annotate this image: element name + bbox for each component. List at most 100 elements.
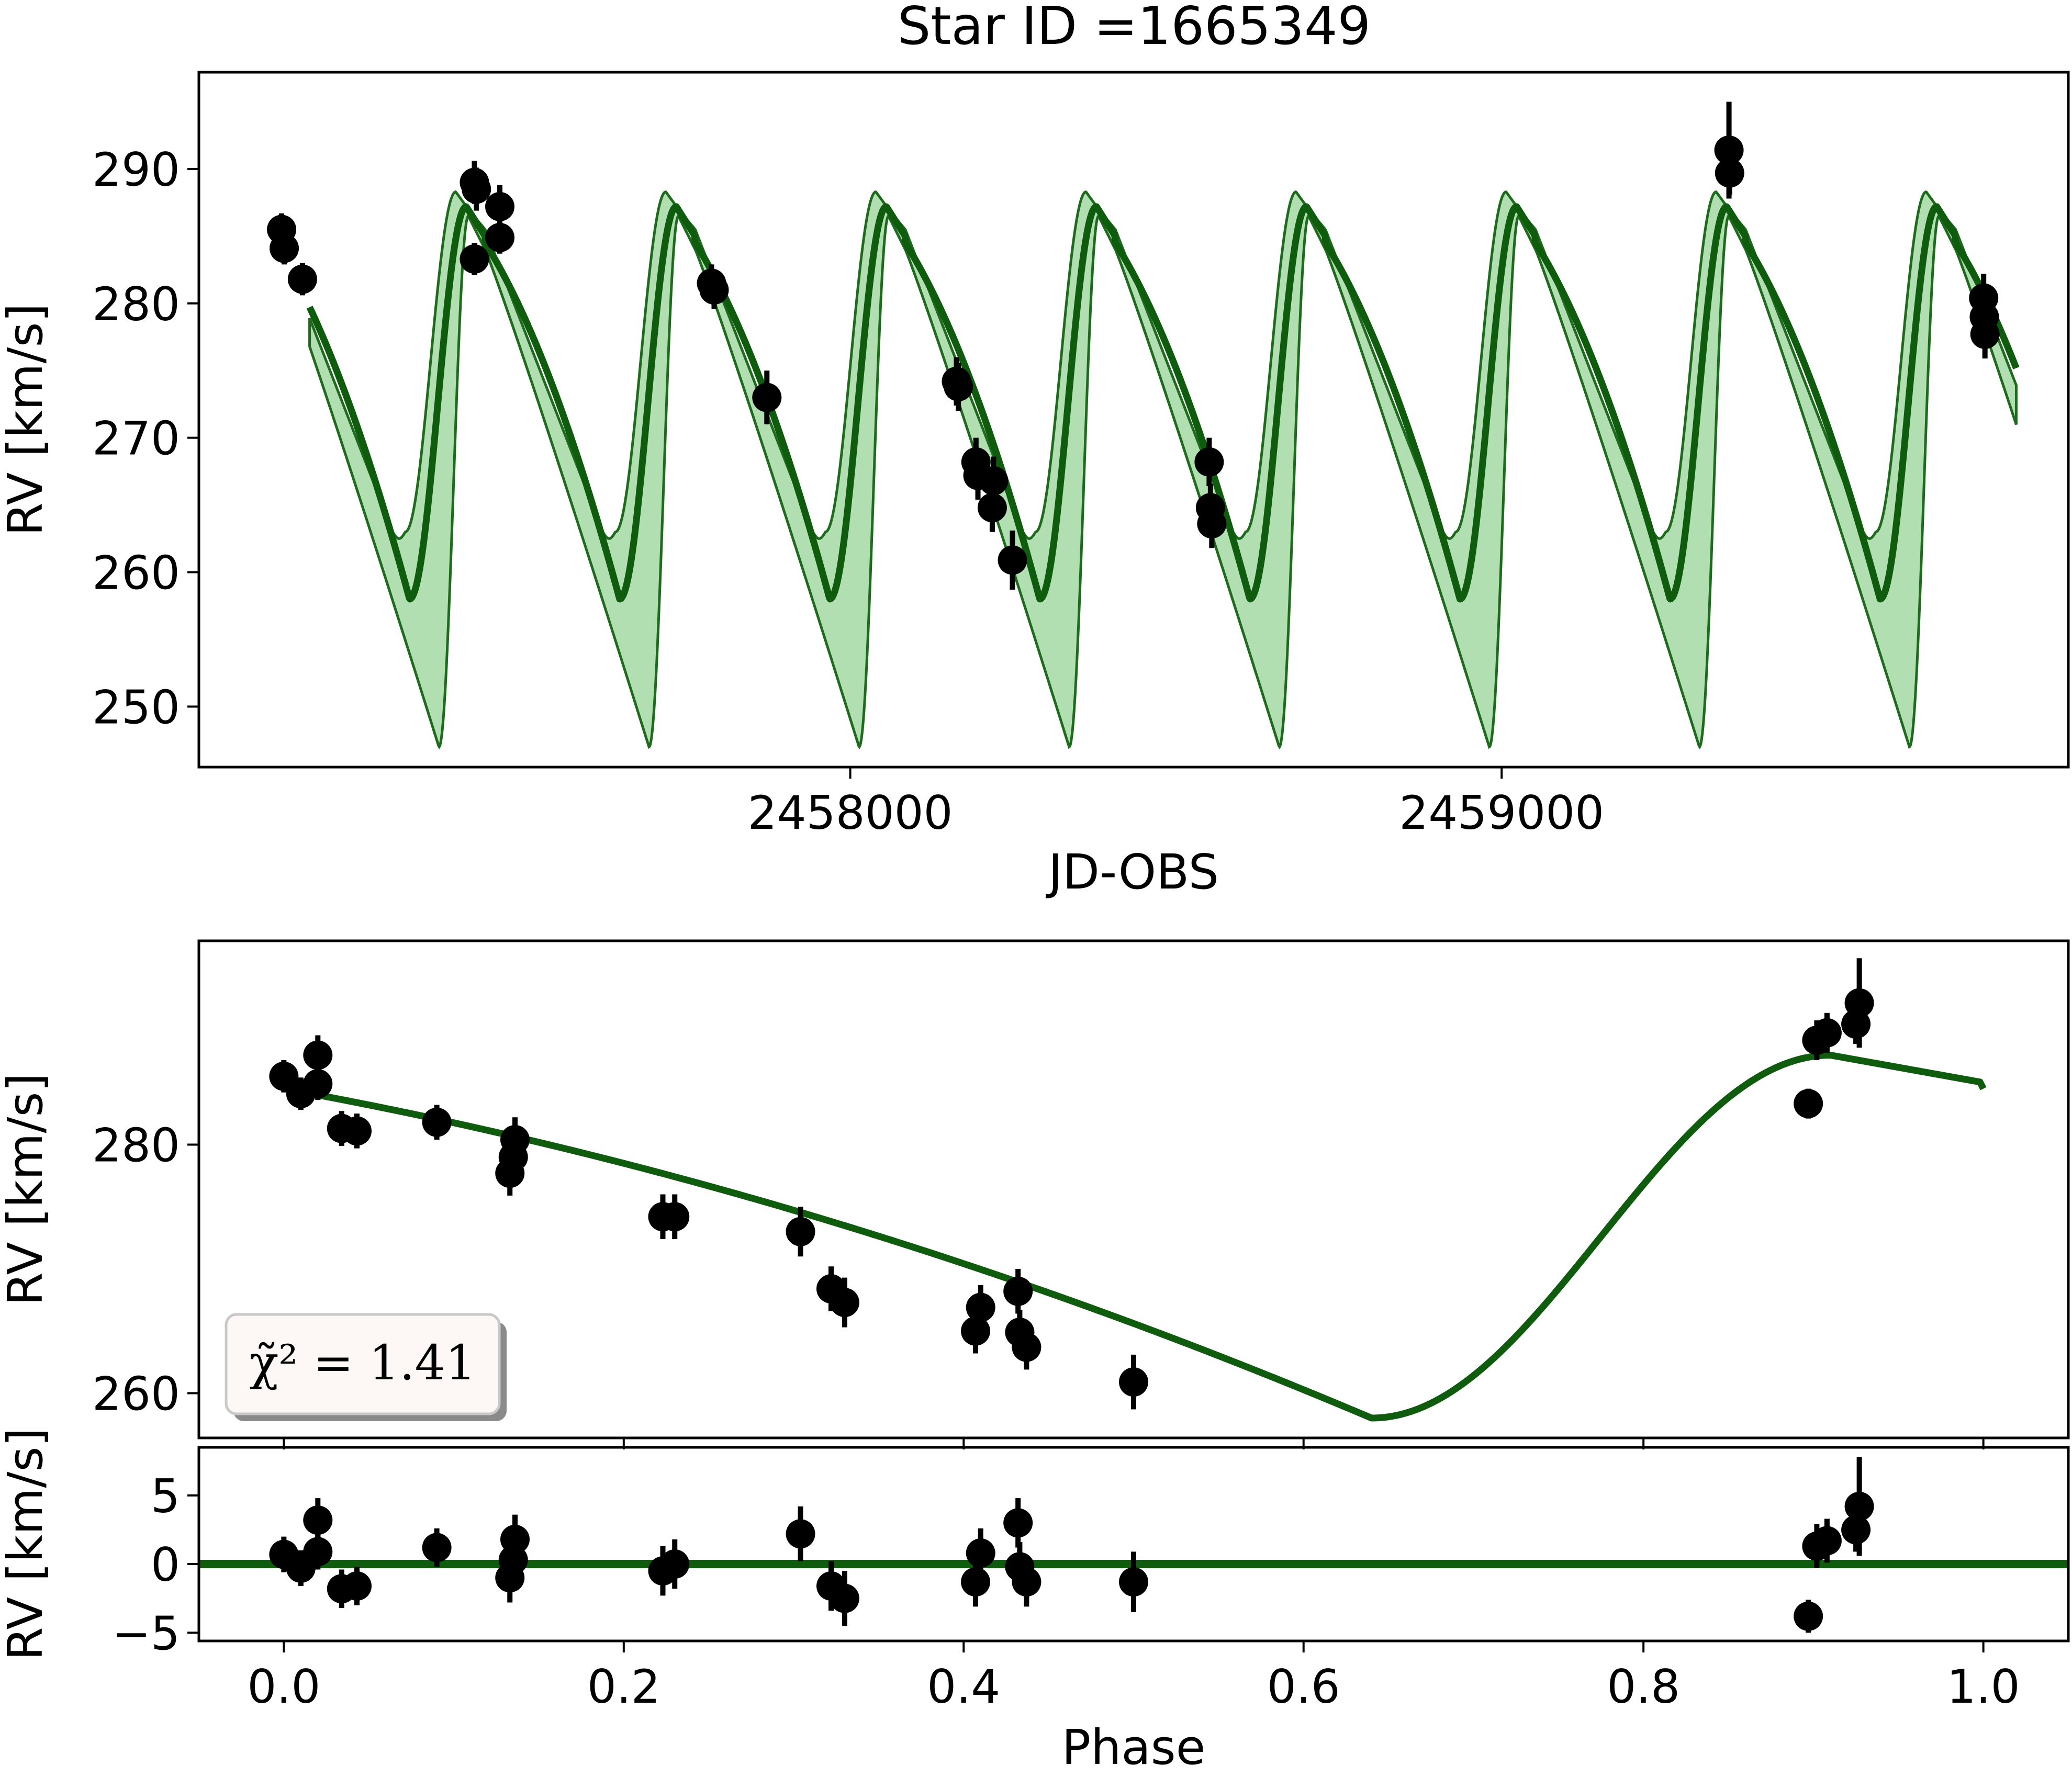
point-marker (1197, 509, 1227, 539)
data-point (830, 1277, 859, 1328)
annotation-box (225, 1313, 501, 1415)
point-marker (485, 192, 515, 221)
data-point (830, 1571, 859, 1626)
data-point (287, 263, 317, 296)
data-point (422, 1105, 452, 1140)
data-point (1715, 151, 1744, 195)
data-point (303, 1067, 333, 1100)
data-point (966, 1285, 995, 1330)
point-marker (944, 372, 973, 402)
axes-frame (197, 939, 2070, 1439)
x-axis-label: JD-OBS (1046, 844, 1219, 900)
y-tick-label: 280 (92, 277, 180, 331)
point-marker (500, 1125, 530, 1154)
data-point (699, 271, 729, 309)
y-tick-label: 260 (92, 1367, 180, 1421)
point-marker (342, 1116, 372, 1146)
point-marker (961, 1567, 991, 1597)
data-point (660, 1194, 690, 1239)
y-tick-label: 290 (92, 143, 180, 197)
axes-frame (197, 1446, 2070, 1643)
data-point (342, 1114, 372, 1149)
panel-residuals: −5 0 5 0.0 0.2 0.4 0.6 0.8 1.0 RV [km/s] Phase (0, 1428, 2070, 1775)
data-point (342, 1567, 372, 1605)
y-tick-label: −5 (112, 1606, 180, 1660)
data-point (786, 1207, 815, 1257)
data-point (1812, 1519, 1842, 1563)
data-point (500, 1514, 530, 1565)
point-marker (1970, 319, 2000, 349)
point-marker (303, 1069, 333, 1099)
data-point (660, 1539, 690, 1589)
point-marker (1012, 1332, 1041, 1362)
point-marker (1119, 1367, 1148, 1397)
x-tick-label: 0.0 (247, 1660, 320, 1714)
y-axis-label: RV [km/s] (0, 303, 53, 536)
point-marker (1194, 447, 1224, 477)
panel-time-series: 250 260 270 280 290 2458000 2459000 RV [km/s] JD… (0, 71, 2070, 900)
data-point (485, 221, 515, 254)
data-point (752, 370, 782, 424)
data-point (303, 1534, 333, 1570)
data-point (1012, 1557, 1041, 1607)
data-point (270, 232, 299, 265)
point-marker (786, 1217, 815, 1246)
point-marker (966, 1292, 995, 1322)
point-marker (979, 466, 1009, 496)
data-point (1812, 1013, 1842, 1053)
data-point (422, 1528, 452, 1567)
point-marker (303, 1505, 333, 1535)
point-marker (1003, 1508, 1033, 1538)
panel-phase-folded: 260 280 RV [km/s] χ̃² = 1.41 (0, 939, 2070, 1449)
x-tick-label: 2458000 (748, 786, 953, 840)
data-point (1003, 1269, 1033, 1314)
data-point (485, 185, 515, 228)
point-marker (1715, 158, 1744, 188)
data-point (1119, 1551, 1148, 1612)
x-tick-label: 0.4 (927, 1660, 1000, 1714)
point-marker (303, 1537, 333, 1567)
data-point (966, 1528, 995, 1578)
model-uncertainty-band (308, 190, 2018, 750)
y-tick-label: 270 (92, 412, 180, 466)
point-marker (830, 1583, 859, 1613)
y-tick-label: 0 (151, 1538, 180, 1592)
data-point (998, 530, 1027, 590)
x-tick-label: 0.8 (1607, 1660, 1680, 1714)
point-marker (1794, 1601, 1823, 1631)
data-point (786, 1506, 815, 1561)
point-marker (966, 1538, 995, 1568)
data-point (500, 1117, 530, 1162)
data-point (460, 243, 489, 275)
x-tick-label: 2459000 (1399, 786, 1604, 840)
point-marker (1812, 1018, 1842, 1048)
point-marker (660, 1549, 690, 1579)
data-point (1970, 310, 2000, 359)
chart-title: Star ID =1665349 (898, 0, 1371, 57)
point-marker (998, 545, 1027, 575)
point-marker (699, 275, 729, 305)
data-point (1794, 1088, 1823, 1119)
point-marker (1841, 1515, 1871, 1545)
point-marker (342, 1571, 372, 1601)
chi-square-annotation: χ̃² = 1.41 (249, 1335, 476, 1391)
data-point (1844, 1457, 1874, 1556)
data-point (1119, 1354, 1148, 1410)
point-marker (303, 1040, 333, 1070)
x-axis-label: Phase (1062, 1719, 1206, 1775)
point-marker (1794, 1089, 1823, 1119)
point-marker (485, 222, 515, 252)
point-marker (1119, 1567, 1148, 1597)
point-marker (462, 174, 491, 204)
data-point (1012, 1324, 1041, 1370)
data-point (977, 483, 1007, 532)
y-tick-label: 260 (92, 546, 180, 600)
y-axis-label: RV [km/s] (0, 1073, 53, 1306)
axes-frame (197, 71, 2070, 769)
point-marker (1812, 1526, 1842, 1556)
point-marker (786, 1519, 815, 1549)
data-point (1194, 437, 1224, 487)
point-marker (500, 1524, 530, 1554)
point-marker (287, 264, 317, 294)
